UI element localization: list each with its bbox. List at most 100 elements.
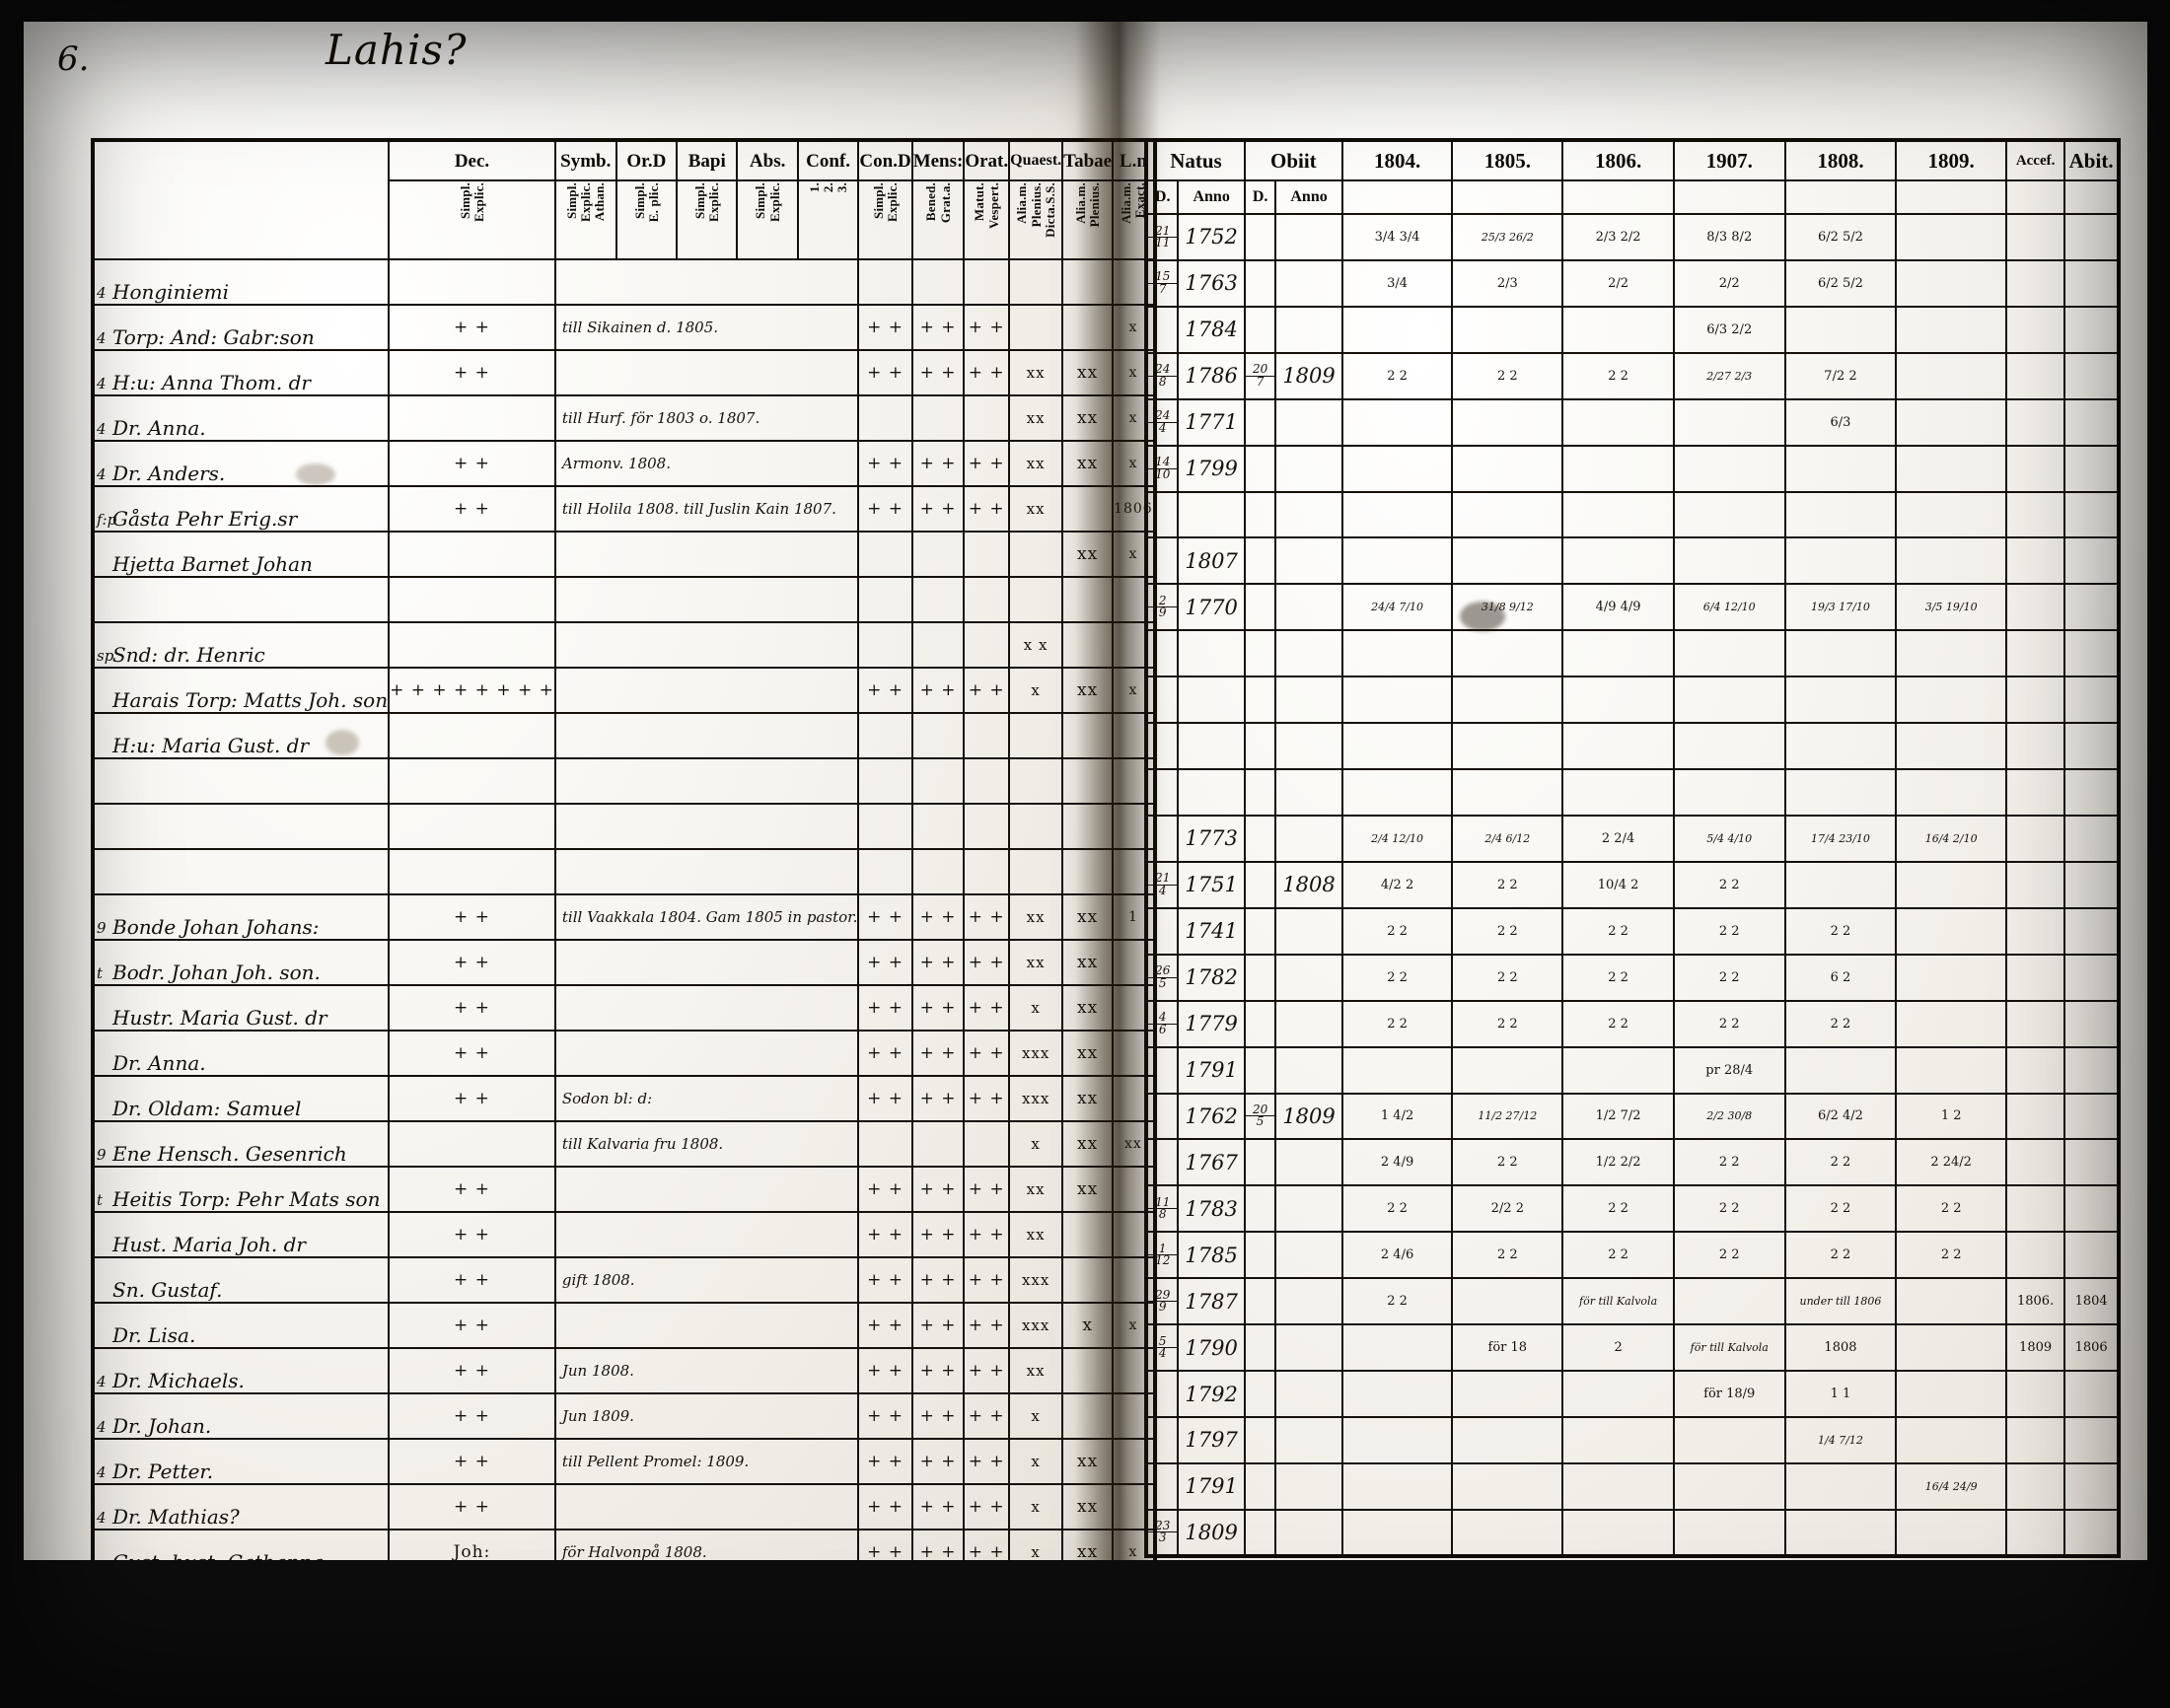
person-name-cell: f:p Gåsta Pehr Erig.sr — [91, 485, 391, 533]
obiit-day-cell — [1243, 536, 1277, 586]
right-col-header-accef: Accef. — [2004, 139, 2066, 181]
left-register-row: Hjetta Barnet Johan xx x — [91, 531, 1156, 578]
year-communion-cell-1805: 31/8 9/12 — [1451, 583, 1564, 632]
attendance-mark-cell: + + — [963, 939, 1011, 986]
attendance-mark-cell: + + — [963, 667, 1011, 714]
year-communion-cell-1808 — [1783, 444, 1898, 493]
year-communion-cell-1808: 19/3 17/10 — [1783, 583, 1898, 632]
attendance-mark-tabae — [1061, 712, 1115, 759]
margin-note-cell — [553, 984, 860, 1032]
attendance-mark-cell: + + — [963, 1438, 1011, 1485]
year-communion-cell-1805: 2 2 — [1451, 351, 1564, 400]
year-communion-cell-1805 — [1451, 1461, 1564, 1511]
year-communion-cell-1809: 2 24/2 — [1895, 1138, 2007, 1187]
natus-anno-cell: 1752 — [1177, 213, 1246, 261]
year-communion-cell-1809: 1 2 — [1895, 1092, 2007, 1141]
natus-day-cell — [1144, 536, 1180, 586]
year-communion-cell-1805 — [1451, 305, 1564, 354]
year-communion-cell-1808 — [1783, 305, 1898, 354]
year-communion-cell-1907: 2 2 — [1672, 953, 1786, 1002]
year-communion-cell-1804 — [1340, 1415, 1454, 1464]
natus-day-cell: 21 4 — [1144, 860, 1180, 909]
left-register-row: Dr. Oldam: Samuel + + Sodon bl: d: + + + + + … — [91, 1075, 1156, 1122]
attendance-mark-tabae: xx — [1061, 893, 1115, 941]
obiit-anno-cell — [1274, 906, 1343, 956]
obiit-anno-cell — [1274, 583, 1343, 632]
obiit-day-cell — [1243, 906, 1277, 956]
right-subheader-year-ticks — [1451, 179, 1564, 215]
left-register-row: t Bodr. Johan Joh. son. + + + + + + + + xx xx — [91, 939, 1156, 986]
accef-cell — [2004, 629, 2066, 678]
year-communion-cell-1907 — [1672, 1277, 1786, 1326]
attendance-mark-cell: + + — [910, 1302, 966, 1349]
attendance-mark-cell — [910, 394, 966, 442]
person-name-cell: 4 Dr. Michaels. — [91, 1347, 391, 1394]
margin-note-cell: Armonv. 1808. — [553, 440, 860, 487]
obiit-day-cell — [1243, 1045, 1277, 1095]
obiit-day-cell — [1243, 305, 1277, 354]
left-col-header-abs: Abs. — [736, 139, 799, 181]
year-communion-cell-1907: 2 2 — [1672, 1184, 1786, 1234]
year-communion-cell-1907: 6/4 12/10 — [1672, 583, 1786, 632]
year-communion-cell-1808 — [1783, 722, 1898, 771]
accef-cell — [2004, 583, 2066, 632]
year-communion-cell-1808: 1808 — [1783, 1323, 1898, 1373]
attendance-mark-cell: + + — [963, 1030, 1011, 1077]
right-register-row: 5 4 1790 för 18 2 för till Kalvola 1808 1809 180… — [1144, 1323, 2120, 1373]
year-communion-cell-1907 — [1672, 444, 1786, 493]
year-communion-cell-1804: 2 4/9 — [1340, 1138, 1454, 1187]
accef-cell — [2004, 953, 2066, 1002]
subheader-text: Athan. — [592, 181, 608, 221]
abit-cell: 1804 — [2063, 1277, 2120, 1326]
year-communion-cell-1907: 6/3 2/2 — [1672, 305, 1786, 354]
attendance-mark-tabae: xx — [1061, 531, 1115, 578]
left-register-table: Dec. Symb. Or.D Bapi Abs. Conf. Con.D Mens: Orat… — [91, 138, 1157, 1623]
left-register-row: 4 Dr. Anders. + + Armonv. 1808. + + + + + + xx x… — [91, 440, 1156, 487]
year-communion-cell-1806: 4/9 4/9 — [1561, 583, 1675, 632]
obiit-anno-cell — [1274, 722, 1343, 771]
attendance-mark-quaest: x — [1008, 1392, 1064, 1440]
year-communion-cell-1808 — [1783, 860, 1898, 909]
attendance-mark-dec: + + — [388, 893, 556, 941]
margin-note-cell — [553, 1302, 860, 1349]
attendance-mark-cell: + + — [910, 485, 966, 533]
right-col-header-1806: 1806. — [1561, 139, 1675, 181]
year-communion-cell-1805: 2 2 — [1451, 953, 1564, 1002]
natus-anno-cell: 1791 — [1177, 1461, 1246, 1511]
right-register-row: 15 7 1763 3/4 2/3 2/2 2/2 6/2 5/2 — [1144, 258, 2120, 308]
attendance-mark-cell: + + — [963, 1347, 1011, 1394]
attendance-mark-dec: + + — [388, 304, 556, 351]
attendance-mark-cell — [910, 621, 966, 669]
attendance-mark-cell: + + — [963, 1211, 1011, 1258]
attendance-mark-cell: + + — [910, 984, 966, 1032]
attendance-mark-cell: + + — [963, 1075, 1011, 1122]
attendance-mark-cell: + + — [963, 893, 1011, 941]
right-col-header-1804: 1804. — [1340, 139, 1454, 181]
year-communion-cell-1808 — [1783, 629, 1898, 678]
left-col-header-tabae: Tabae — [1061, 139, 1115, 181]
attendance-mark-quaest: xx — [1008, 893, 1064, 941]
left-name-column-header — [91, 139, 391, 260]
natus-anno-cell — [1177, 629, 1246, 678]
left-register-row: 9 Bonde Johan Johans: + + till Vaakkala 180… — [91, 893, 1156, 941]
right-register-row: 1791 16/4 24/9 — [1144, 1461, 2120, 1511]
obiit-day-cell — [1243, 768, 1277, 817]
abit-cell — [2063, 629, 2120, 678]
abit-cell — [2063, 583, 2120, 632]
right-register-row: 21 11 1752 3/4 3/4 25/3 26/2 2/3 2/2 8/3 8/2 6/… — [1144, 213, 2120, 261]
year-communion-cell-1808: 2 2 — [1783, 999, 1898, 1048]
year-communion-cell-1805: 2/4 6/12 — [1451, 814, 1564, 863]
margin-note-cell — [553, 757, 860, 805]
year-communion-cell-1808: 6/3 — [1783, 397, 1898, 447]
year-communion-cell-1809 — [1895, 444, 2007, 493]
person-name-cell: 4 H:u: Anna Thom. dr — [91, 349, 391, 396]
obiit-anno-cell — [1274, 768, 1343, 817]
margin-note-cell — [553, 803, 860, 850]
year-communion-cell-1806 — [1561, 768, 1675, 817]
left-col-subheader-abs: Simpl. Explic. — [736, 179, 799, 260]
left-col-subheader-conf: 1. 2. 3. — [796, 179, 860, 260]
attendance-mark-quaest: xx — [1008, 349, 1064, 396]
attendance-mark-cell — [963, 394, 1011, 442]
